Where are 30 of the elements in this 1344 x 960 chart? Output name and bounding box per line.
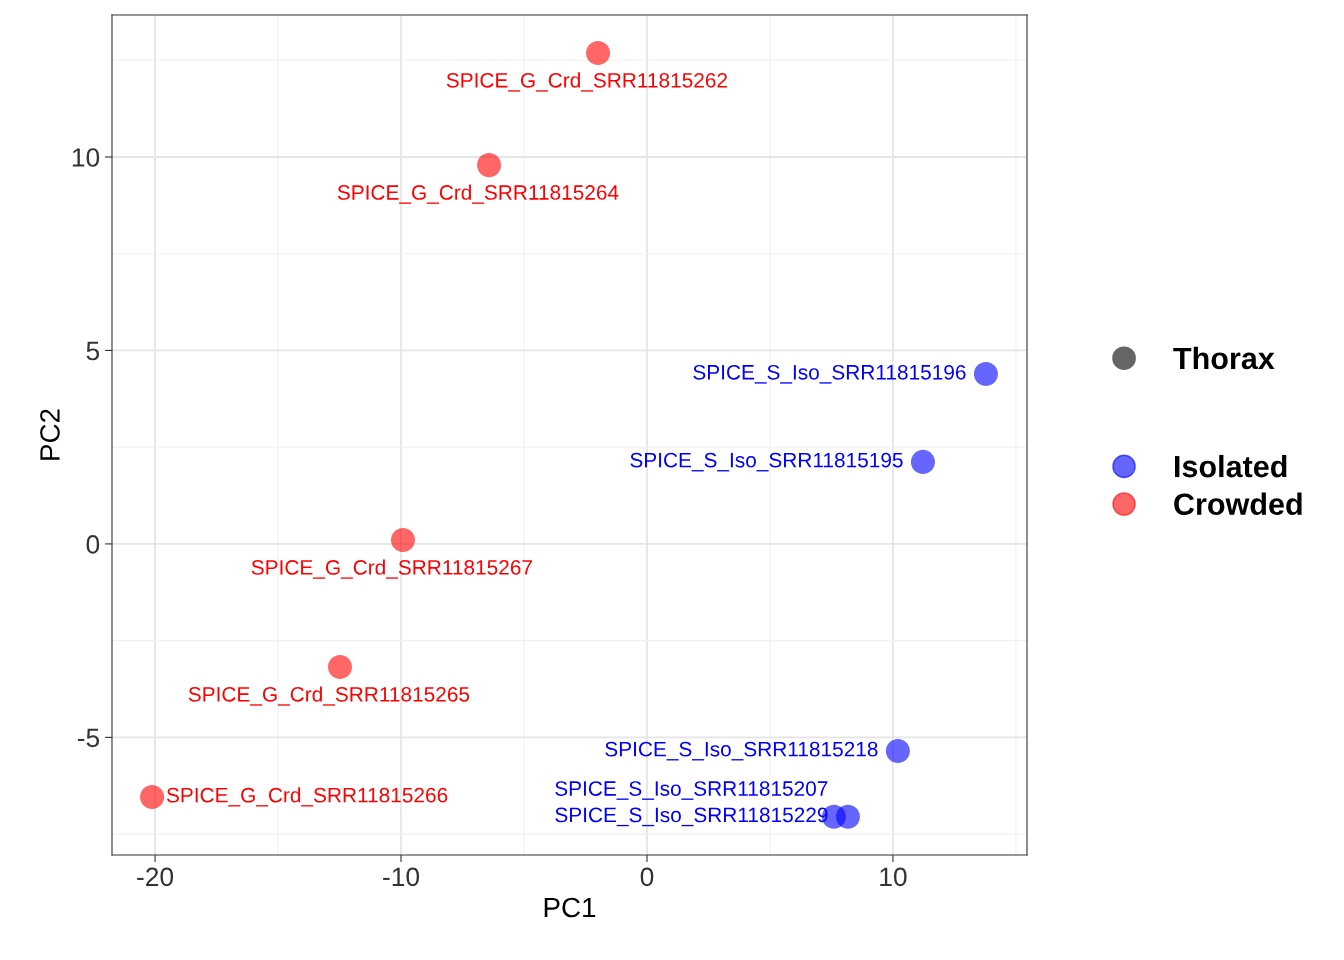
point <box>140 784 165 809</box>
point <box>910 449 935 474</box>
y-tick-label: 0 <box>86 535 100 554</box>
annotation: SPICE_S_Iso_SRR11815218 <box>605 741 878 761</box>
legend-title: Thorax <box>1173 346 1275 370</box>
point <box>390 528 416 553</box>
annotation: SPICE_S_Iso_SRR11815196 <box>693 364 966 384</box>
legend-label: Isolated <box>1174 454 1287 478</box>
y-tick-label: -5 <box>77 728 100 748</box>
annotation: SPICE_G_Crd_SRR11815265 <box>188 686 470 706</box>
x-axis-title: PC1 <box>544 897 596 918</box>
annotation: SPICE_G_Crd_SRR11815267 <box>251 559 532 579</box>
point <box>477 153 502 178</box>
x-tick-label: -10 <box>383 867 420 887</box>
y-tick-label: 10 <box>72 148 100 167</box>
point <box>885 738 910 763</box>
legend-label: Crowded <box>1174 492 1302 516</box>
annotation: SPICE_G_Crd_SRR11815262 <box>446 72 727 92</box>
y-axis-title: PC2 <box>40 409 60 460</box>
point <box>327 654 353 679</box>
x-tick-label: -20 <box>137 867 174 887</box>
y-tick-label: 5 <box>86 341 100 361</box>
x-tick-label: 0 <box>640 867 654 887</box>
annotation: SPICE_G_Crd_SRR11815266 <box>166 787 448 807</box>
point <box>586 40 611 65</box>
annotation: SPICE_S_Iso_SRR11815195 <box>630 452 903 472</box>
x-tick-label: 10 <box>880 867 907 887</box>
point <box>973 362 998 387</box>
annotation: SPICE_S_Iso_SRR11815207 <box>555 781 828 800</box>
annotation: SPICE_G_Crd_SRR11815264 <box>337 184 619 204</box>
